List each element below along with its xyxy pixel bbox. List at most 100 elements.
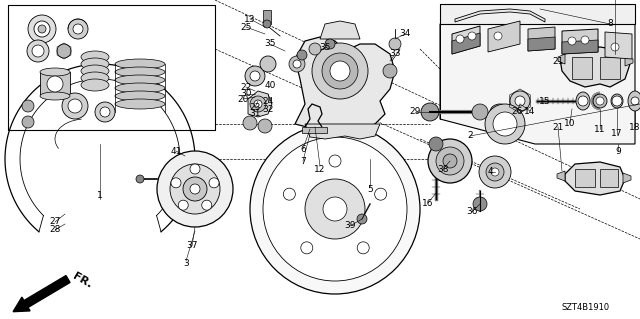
- Circle shape: [250, 96, 266, 112]
- Ellipse shape: [81, 72, 109, 84]
- Circle shape: [100, 107, 110, 117]
- Circle shape: [297, 50, 307, 60]
- Ellipse shape: [593, 94, 607, 108]
- Circle shape: [491, 168, 499, 176]
- Bar: [575, 169, 595, 187]
- Circle shape: [22, 100, 34, 112]
- Circle shape: [62, 93, 88, 119]
- Circle shape: [260, 56, 276, 72]
- Ellipse shape: [576, 92, 590, 110]
- Circle shape: [258, 119, 272, 133]
- Ellipse shape: [81, 51, 109, 63]
- Ellipse shape: [628, 91, 640, 111]
- Circle shape: [136, 175, 144, 183]
- Text: 38: 38: [437, 165, 449, 174]
- Text: 5: 5: [367, 184, 373, 194]
- Circle shape: [436, 147, 464, 175]
- Circle shape: [68, 99, 82, 113]
- Circle shape: [485, 104, 525, 144]
- Text: 29: 29: [410, 108, 420, 116]
- Circle shape: [28, 15, 56, 43]
- Text: 36: 36: [467, 207, 477, 217]
- Bar: [8, 5, 215, 130]
- Circle shape: [245, 66, 265, 86]
- Bar: [8, 5, 215, 130]
- Text: 18: 18: [629, 122, 640, 131]
- Text: 8: 8: [607, 19, 613, 28]
- Circle shape: [357, 214, 367, 224]
- Circle shape: [389, 38, 401, 50]
- Circle shape: [611, 43, 619, 51]
- Text: 10: 10: [564, 118, 576, 128]
- Text: 32: 32: [262, 105, 274, 114]
- Ellipse shape: [490, 104, 510, 120]
- Text: 4: 4: [487, 167, 493, 176]
- Circle shape: [486, 163, 504, 181]
- Ellipse shape: [115, 75, 165, 85]
- Text: 34: 34: [399, 29, 411, 39]
- Circle shape: [428, 139, 472, 183]
- Circle shape: [581, 36, 589, 44]
- Ellipse shape: [115, 83, 165, 93]
- Circle shape: [421, 103, 439, 121]
- Text: 35: 35: [264, 40, 276, 48]
- Circle shape: [22, 116, 34, 128]
- Ellipse shape: [115, 99, 165, 109]
- Bar: [40, 72, 70, 96]
- Circle shape: [330, 61, 350, 81]
- Text: 11: 11: [595, 124, 605, 133]
- Circle shape: [494, 32, 502, 40]
- Polygon shape: [560, 47, 630, 87]
- Polygon shape: [440, 4, 635, 24]
- Ellipse shape: [596, 97, 604, 105]
- Circle shape: [250, 71, 260, 81]
- Text: 21: 21: [552, 56, 564, 65]
- Polygon shape: [562, 40, 598, 54]
- Text: 20: 20: [237, 94, 249, 103]
- Circle shape: [250, 124, 420, 294]
- Text: 35: 35: [319, 42, 331, 51]
- Circle shape: [95, 102, 115, 122]
- Circle shape: [68, 19, 88, 39]
- Ellipse shape: [115, 91, 165, 101]
- Circle shape: [157, 151, 233, 227]
- Polygon shape: [557, 171, 565, 181]
- Ellipse shape: [81, 58, 109, 70]
- Circle shape: [309, 43, 321, 55]
- Circle shape: [263, 137, 407, 281]
- Circle shape: [456, 35, 464, 43]
- Circle shape: [243, 116, 257, 130]
- Circle shape: [374, 188, 387, 200]
- Polygon shape: [295, 37, 395, 129]
- Circle shape: [190, 164, 200, 174]
- Text: 6: 6: [300, 145, 306, 153]
- Circle shape: [357, 242, 369, 254]
- Circle shape: [179, 200, 188, 210]
- Bar: [263, 10, 271, 24]
- Circle shape: [254, 100, 262, 108]
- Text: 2: 2: [467, 131, 473, 140]
- Circle shape: [32, 45, 44, 57]
- Circle shape: [515, 96, 525, 106]
- Text: 23: 23: [250, 102, 260, 112]
- Polygon shape: [565, 162, 625, 195]
- Polygon shape: [305, 124, 380, 139]
- Text: 25: 25: [240, 23, 252, 32]
- Text: 21: 21: [552, 122, 564, 131]
- Circle shape: [202, 200, 212, 210]
- Circle shape: [34, 21, 50, 37]
- Text: 31: 31: [249, 109, 260, 118]
- Text: 27: 27: [49, 218, 61, 226]
- Circle shape: [293, 60, 301, 68]
- Polygon shape: [488, 21, 520, 52]
- Text: 37: 37: [186, 241, 198, 250]
- Circle shape: [263, 20, 271, 28]
- Circle shape: [171, 178, 181, 188]
- Ellipse shape: [81, 79, 109, 91]
- Circle shape: [312, 43, 368, 99]
- Circle shape: [468, 32, 476, 40]
- Circle shape: [631, 97, 639, 105]
- Circle shape: [473, 197, 487, 211]
- Polygon shape: [562, 29, 598, 54]
- Circle shape: [47, 76, 63, 92]
